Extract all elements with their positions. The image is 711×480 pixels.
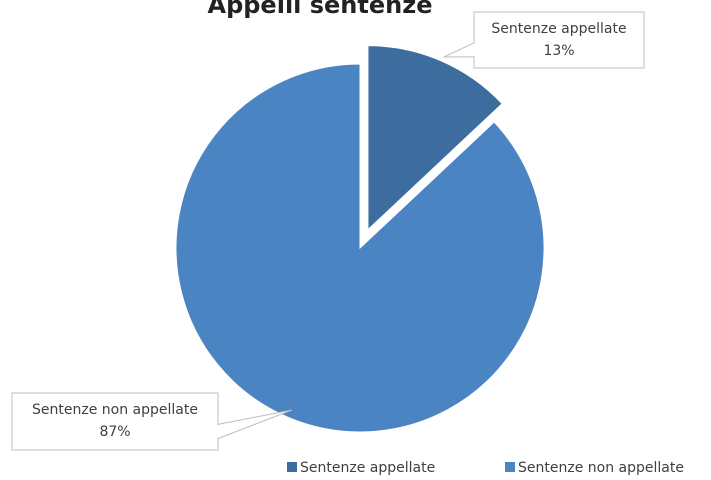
callout-name: Sentenze appellate — [491, 21, 626, 37]
legend-label: Sentenze appellate — [300, 460, 435, 476]
callout-box — [11, 392, 293, 451]
callout-value: 13% — [543, 43, 574, 59]
callout-box — [443, 11, 645, 69]
callout-name: Sentenze non appellate — [32, 402, 198, 418]
legend-swatch — [505, 462, 515, 472]
pie-slice — [175, 63, 545, 433]
legend-swatch — [287, 462, 297, 472]
legend-label: Sentenze non appellate — [518, 460, 684, 476]
callout-mask — [473, 43, 475, 56]
chart-title: Appelli sentenze — [208, 0, 433, 19]
callout-value: 87% — [99, 424, 130, 440]
callout-mask — [217, 425, 219, 438]
pie-slice — [367, 45, 503, 231]
